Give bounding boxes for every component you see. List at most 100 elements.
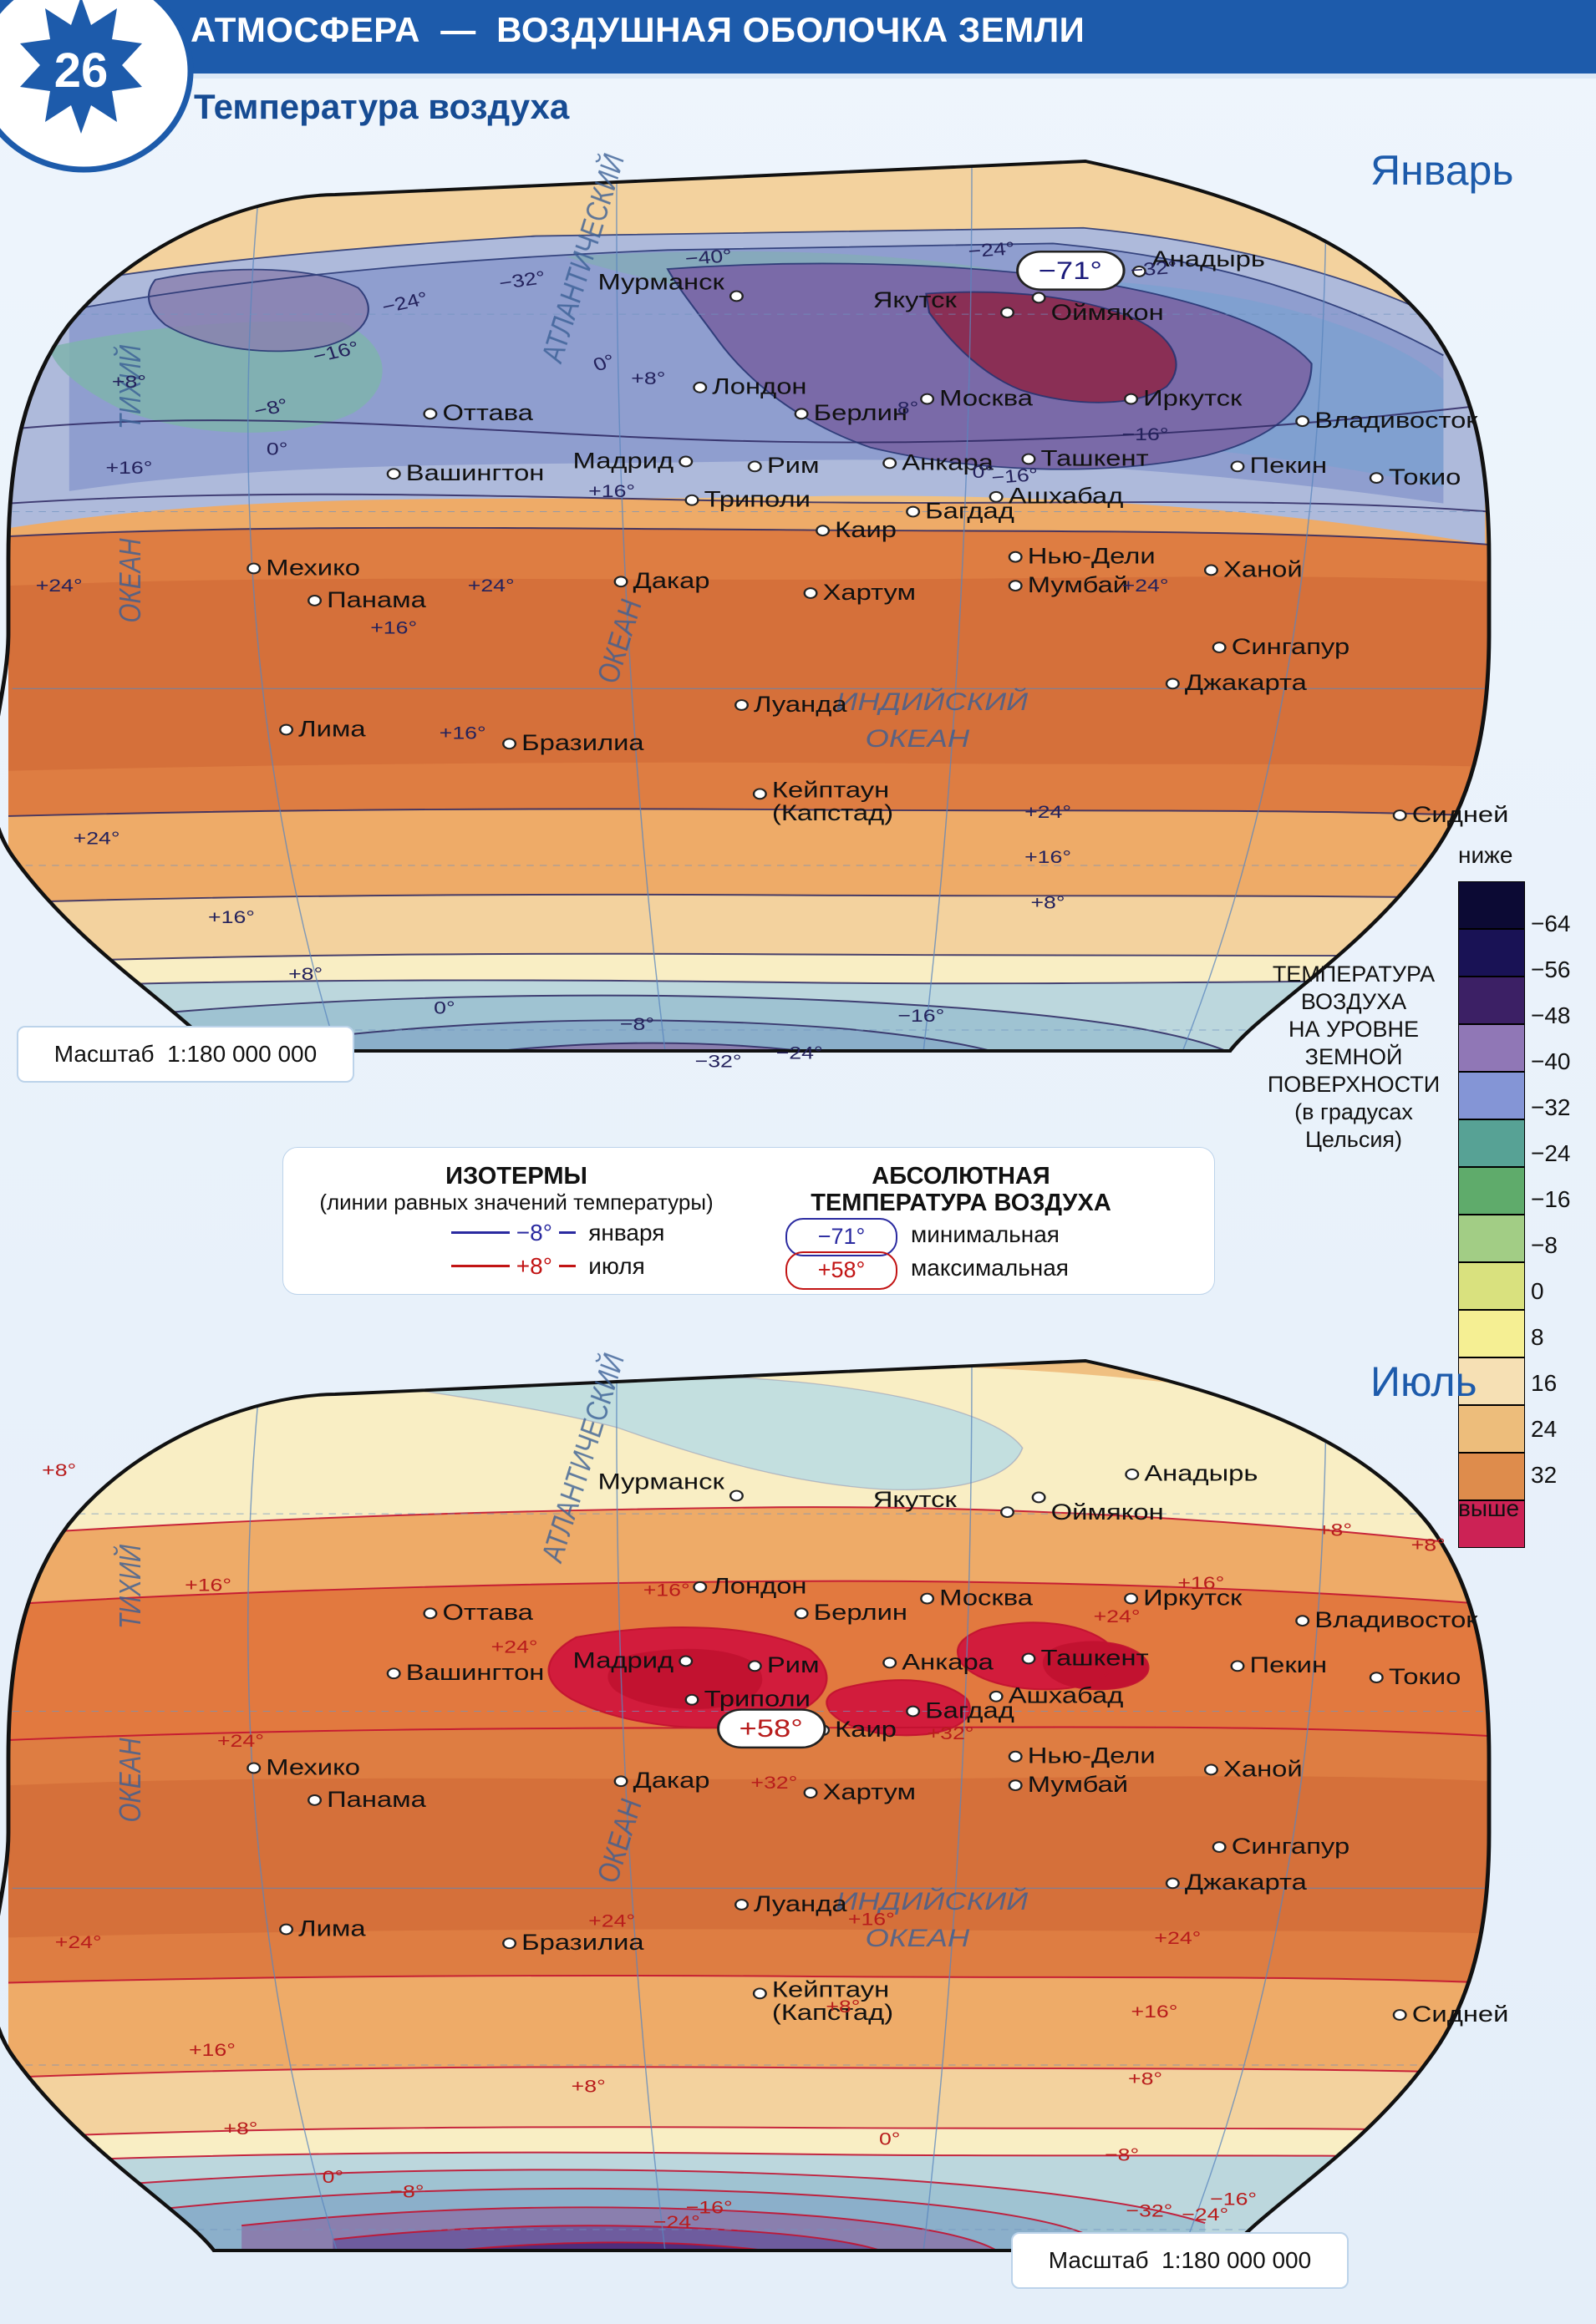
svg-text:+8°: +8° bbox=[288, 964, 323, 984]
svg-text:Мехико: Мехико bbox=[266, 1755, 360, 1779]
svg-text:+8°: +8° bbox=[1128, 2069, 1162, 2089]
svg-text:Рим: Рим bbox=[767, 1653, 820, 1677]
svg-text:+16°: +16° bbox=[208, 907, 255, 927]
svg-text:−24°: −24° bbox=[776, 1043, 823, 1063]
svg-text:−71°: −71° bbox=[1039, 257, 1102, 285]
svg-text:Луанда: Луанда bbox=[754, 1892, 847, 1916]
svg-text:Триполи: Триполи bbox=[704, 487, 811, 511]
svg-text:+16°: +16° bbox=[1131, 2002, 1178, 2022]
svg-text:+32°: +32° bbox=[928, 1723, 974, 1743]
svg-text:Владивосток: Владивосток bbox=[1314, 1608, 1478, 1632]
svg-text:ОКЕАН: ОКЕАН bbox=[114, 538, 148, 622]
svg-text:Пекин: Пекин bbox=[1250, 1653, 1327, 1677]
svg-text:−32°: −32° bbox=[1130, 257, 1178, 281]
svg-text:Дакар: Дакар bbox=[633, 1768, 710, 1793]
svg-text:+16°: +16° bbox=[189, 2040, 236, 2060]
svg-text:+8°: +8° bbox=[112, 372, 146, 392]
svg-text:Москва: Москва bbox=[939, 386, 1033, 410]
svg-text:+24°: +24° bbox=[1094, 1606, 1141, 1626]
svg-text:Оймякон: Оймякон bbox=[1051, 1500, 1164, 1525]
svg-text:+24°: +24° bbox=[217, 1731, 264, 1751]
svg-text:+24°: +24° bbox=[468, 576, 515, 596]
svg-text:Мурманск: Мурманск bbox=[597, 1469, 724, 1494]
svg-text:Лима: Лима bbox=[298, 1916, 366, 1941]
svg-text:Якутск: Якутск bbox=[873, 288, 958, 312]
svg-text:Дакар: Дакар bbox=[633, 569, 710, 593]
svg-text:−16°: −16° bbox=[1122, 424, 1169, 444]
svg-text:+24°: +24° bbox=[55, 1932, 102, 1952]
svg-text:Бразилиа: Бразилиа bbox=[521, 731, 644, 755]
svg-text:Берлин: Берлин bbox=[814, 1601, 907, 1625]
svg-text:Пекин: Пекин bbox=[1250, 454, 1327, 478]
svg-text:8°: 8° bbox=[897, 398, 919, 419]
svg-text:Оттава: Оттава bbox=[442, 401, 533, 425]
svg-text:Москва: Москва bbox=[939, 1586, 1033, 1610]
svg-text:Кейптаун: Кейптаун bbox=[772, 778, 889, 802]
svg-text:Сидней: Сидней bbox=[1412, 2002, 1509, 2027]
svg-text:Ташкент: Ташкент bbox=[1041, 446, 1149, 470]
svg-text:Лондон: Лондон bbox=[712, 1575, 806, 1599]
svg-text:+16°: +16° bbox=[588, 481, 635, 501]
svg-text:Панама: Панама bbox=[327, 588, 426, 612]
svg-text:+8°: +8° bbox=[1411, 1535, 1446, 1555]
svg-text:Вашингтон: Вашингтон bbox=[406, 1661, 545, 1685]
svg-text:Якутск: Якутск bbox=[873, 1488, 958, 1512]
svg-text:Сингапур: Сингапур bbox=[1232, 1834, 1349, 1859]
svg-text:Мадрид: Мадрид bbox=[573, 1648, 674, 1672]
svg-text:0°: 0° bbox=[267, 439, 288, 459]
svg-text:+24°: +24° bbox=[1154, 1929, 1201, 1949]
svg-text:+16°: +16° bbox=[848, 1910, 895, 1930]
svg-text:Хартум: Хартум bbox=[823, 1780, 916, 1804]
svg-text:Лима: Лима bbox=[298, 717, 366, 741]
svg-text:ТИХИЙ: ТИХИЙ bbox=[112, 1545, 148, 1629]
svg-text:Вашингтон: Вашингтон bbox=[406, 461, 545, 485]
svg-text:−24°: −24° bbox=[653, 2212, 700, 2232]
svg-text:+24°: +24° bbox=[1024, 802, 1071, 822]
svg-text:Мехико: Мехико bbox=[266, 556, 360, 580]
svg-text:Хартум: Хартум bbox=[823, 581, 916, 605]
svg-text:Сингапур: Сингапур bbox=[1232, 635, 1349, 659]
svg-text:−16°: −16° bbox=[990, 464, 1039, 488]
svg-text:0°: 0° bbox=[434, 998, 455, 1018]
svg-text:Нью-Дели: Нью-Дели bbox=[1028, 544, 1156, 568]
svg-text:+16°: +16° bbox=[370, 618, 417, 638]
svg-text:(Капстад): (Капстад) bbox=[772, 801, 893, 825]
svg-text:+8°: +8° bbox=[826, 1997, 860, 2017]
svg-text:−8°: −8° bbox=[1105, 2145, 1139, 2165]
svg-text:Каир: Каир bbox=[835, 518, 897, 542]
svg-text:+24°: +24° bbox=[74, 829, 120, 849]
svg-text:Иркутск: Иркутск bbox=[1143, 386, 1243, 410]
svg-text:−8°: −8° bbox=[389, 2182, 424, 2202]
svg-text:+24°: +24° bbox=[36, 576, 83, 596]
svg-text:Оттава: Оттава bbox=[442, 1601, 533, 1625]
svg-text:+16°: +16° bbox=[440, 723, 486, 743]
svg-text:Анкара: Анкара bbox=[902, 1650, 994, 1674]
svg-text:Токио: Токио bbox=[1389, 465, 1461, 490]
svg-text:Ташкент: Ташкент bbox=[1041, 1646, 1149, 1670]
svg-text:Лондон: Лондон bbox=[712, 375, 806, 399]
svg-text:ОКЕАН: ОКЕАН bbox=[114, 1738, 148, 1822]
svg-text:+24°: +24° bbox=[588, 1911, 635, 1931]
svg-text:Триполи: Триполи bbox=[704, 1687, 811, 1711]
svg-text:ИНДИЙСКИЙ: ИНДИЙСКИЙ bbox=[836, 687, 1028, 716]
svg-text:+8°: +8° bbox=[42, 1460, 76, 1480]
svg-text:Багдад: Багдад bbox=[925, 499, 1014, 523]
svg-text:Луанда: Луанда bbox=[754, 693, 847, 717]
svg-text:Ханой: Ханой bbox=[1223, 1757, 1303, 1781]
svg-text:+16°: +16° bbox=[1177, 1573, 1224, 1593]
svg-text:Мумбай: Мумбай bbox=[1028, 1773, 1128, 1797]
svg-text:−40°: −40° bbox=[684, 246, 733, 269]
svg-text:Ханой: Ханой bbox=[1223, 557, 1303, 581]
svg-text:+16°: +16° bbox=[643, 1581, 690, 1601]
svg-text:Рим: Рим bbox=[767, 454, 820, 478]
svg-text:Оймякон: Оймякон bbox=[1051, 301, 1164, 325]
svg-text:−8°: −8° bbox=[620, 1014, 654, 1034]
svg-text:+16°: +16° bbox=[1024, 847, 1071, 867]
svg-text:0°: 0° bbox=[879, 2129, 901, 2149]
svg-text:+8°: +8° bbox=[572, 2077, 606, 2097]
svg-text:0°: 0° bbox=[323, 2167, 344, 2187]
svg-text:Нью-Дели: Нью-Дели bbox=[1028, 1743, 1156, 1768]
svg-text:26: 26 bbox=[54, 43, 109, 98]
svg-text:+8°: +8° bbox=[223, 2118, 257, 2139]
svg-text:ОКЕАН: ОКЕАН bbox=[866, 725, 970, 753]
